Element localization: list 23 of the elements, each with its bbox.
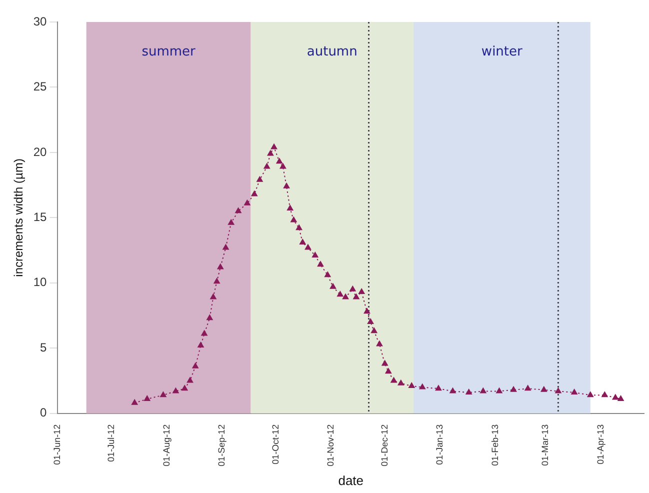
- x-axis-title: date: [338, 472, 364, 488]
- x-tick-label: 01-Feb-13: [490, 424, 500, 466]
- x-tick-label: 01-Sep-12: [216, 424, 227, 466]
- y-tick-label: 15: [33, 210, 48, 224]
- x-tick-label: 01-Jan-13: [434, 424, 445, 465]
- x-tick-label: 01-Apr-13: [596, 424, 606, 464]
- x-tick-label: 01-Jul-12: [106, 424, 116, 462]
- y-tick-label: 5: [40, 340, 48, 354]
- y-tick-label: 25: [33, 80, 48, 94]
- y-tick-label: 0: [40, 406, 48, 420]
- band-label: winter: [481, 44, 524, 60]
- x-tick-label: 01-Nov-12: [326, 424, 336, 466]
- x-tick-label: 01-Jun-12: [52, 424, 62, 465]
- x-tick-label: 01-Oct-12: [270, 424, 280, 464]
- y-tick-label: 10: [33, 275, 48, 290]
- y-axis-title: increments width (µm): [12, 158, 26, 277]
- x-tick-label: 01-Mar-13: [540, 424, 550, 466]
- band-label: autumn: [306, 44, 358, 60]
- y-tick-label: 30: [33, 14, 48, 28]
- x-tick-label: 01-Dec-12: [379, 424, 390, 466]
- x-tick-label: 01-Aug-12: [161, 424, 172, 466]
- band-label: summer: [142, 44, 196, 60]
- y-tick-label: 20: [33, 144, 48, 159]
